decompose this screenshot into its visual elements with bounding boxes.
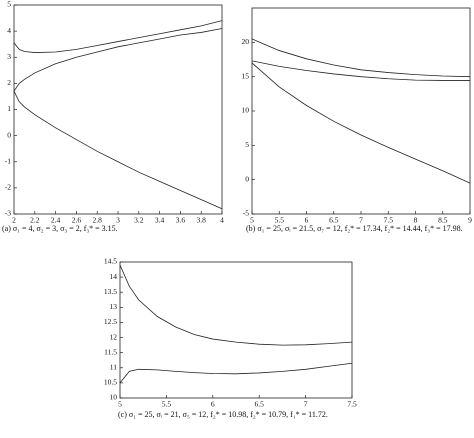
curve (251, 38, 471, 78)
y-tick-label: 12.5 (104, 317, 117, 326)
x-tick-label: 2 (12, 216, 16, 225)
x-tick-label: 7.5 (347, 400, 357, 409)
x-tick-label: 9 (468, 216, 472, 225)
x-tick-label: 3.2 (134, 216, 144, 225)
curve (251, 62, 471, 184)
curve (13, 28, 223, 92)
curve (251, 60, 470, 81)
x-tick-label: 3.6 (176, 216, 186, 225)
y-tick-label: -1 (5, 156, 11, 165)
y-tick-label: -5 (243, 209, 249, 218)
x-tick-label: 5 (118, 400, 122, 409)
y-tick-label: 4 (7, 26, 11, 35)
y-tick-label: 13 (110, 302, 118, 311)
curve (119, 264, 353, 346)
x-tick-label: 8.5 (438, 216, 448, 225)
x-tick-label: 6.5 (329, 216, 339, 225)
y-tick-label: 14 (110, 272, 118, 281)
y-tick-label: 0 (7, 130, 11, 139)
x-tick-label: 8 (414, 216, 418, 225)
x-tick-label: 2.6 (72, 216, 82, 225)
x-tick-label: 3.4 (155, 216, 165, 225)
y-tick-label: 13.5 (104, 287, 117, 296)
curve (119, 362, 353, 384)
y-tick-label: 0 (245, 174, 249, 183)
y-tick-label: 10.5 (104, 378, 117, 387)
curve (13, 91, 223, 210)
x-tick-label: 3 (116, 216, 120, 225)
x-tick-label: 6 (211, 400, 215, 409)
x-tick-label: 4 (220, 216, 224, 225)
caption: (a) σ₁ = 4, σ₂ = 3, σ₃ = 2, f₃* = 3.15. (2, 224, 118, 233)
x-tick-label: 2.4 (51, 216, 61, 225)
y-tick-label: 2 (7, 78, 11, 87)
caption: (b) σ₁ = 25, σᵢ = 21.5, σ₇ = 12, f₂* = 1… (246, 224, 463, 233)
x-tick-label: 3.8 (197, 216, 207, 225)
curve (13, 20, 223, 53)
y-tick-label: 12 (110, 332, 118, 341)
x-tick-label: 7.5 (384, 216, 394, 225)
y-tick-label: 14.5 (104, 257, 117, 266)
x-tick-label: 5.5 (275, 216, 285, 225)
x-tick-label: 5.5 (162, 400, 172, 409)
plot-frame (251, 7, 471, 215)
x-tick-label: 7 (304, 400, 308, 409)
y-tick-label: 20 (242, 37, 250, 46)
y-tick-label: 10 (242, 106, 250, 115)
y-tick-label: 3 (7, 52, 11, 61)
y-tick-label: 1 (7, 104, 11, 113)
y-tick-label: -2 (5, 183, 11, 192)
y-tick-label: 5 (245, 140, 249, 149)
y-tick-label: 5 (7, 0, 11, 9)
x-tick-label: 5 (250, 216, 254, 225)
x-tick-label: 2.2 (30, 216, 40, 225)
plot-frame (13, 4, 223, 215)
y-tick-label: -3 (5, 209, 11, 218)
x-tick-label: 6 (305, 216, 309, 225)
y-tick-label: 11.5 (104, 347, 117, 356)
x-tick-label: 2.8 (93, 216, 103, 225)
y-tick-label: 10 (110, 393, 118, 402)
y-tick-label: 11 (110, 362, 117, 371)
caption: (c) σ₁ = 25, σᵢ = 21, σ₅ = 12, f₂* = 10.… (118, 410, 328, 419)
plot-frame (119, 261, 353, 399)
x-tick-label: 6.5 (255, 400, 265, 409)
y-tick-label: 15 (242, 71, 250, 80)
x-tick-label: 7 (359, 216, 363, 225)
